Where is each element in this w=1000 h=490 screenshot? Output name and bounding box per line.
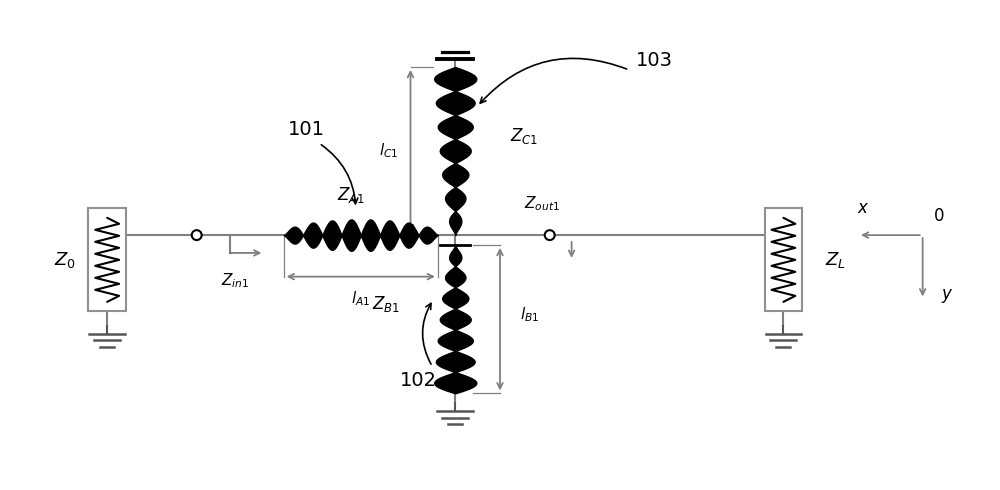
Bar — [88, 208, 126, 311]
Text: $l_{C1}$: $l_{C1}$ — [379, 142, 398, 160]
Text: $l_{A1}$: $l_{A1}$ — [351, 289, 370, 308]
Text: $Z_{C1}$: $Z_{C1}$ — [510, 126, 538, 146]
Text: 102: 102 — [400, 371, 437, 390]
Circle shape — [192, 230, 202, 240]
Text: $Z_{out1}$: $Z_{out1}$ — [524, 195, 560, 213]
Text: $Z_L$: $Z_L$ — [825, 250, 846, 270]
Text: $l_{B1}$: $l_{B1}$ — [520, 305, 539, 323]
Text: $0$: $0$ — [933, 207, 944, 225]
Text: $Z_{A1}$: $Z_{A1}$ — [337, 185, 365, 205]
Text: $x$: $x$ — [857, 199, 869, 218]
Text: $Z_{in1}$: $Z_{in1}$ — [221, 271, 250, 290]
Text: 103: 103 — [636, 50, 673, 70]
Bar — [765, 208, 802, 311]
Text: $Z_{B1}$: $Z_{B1}$ — [372, 294, 401, 314]
Text: $Z_0$: $Z_0$ — [54, 250, 76, 270]
Circle shape — [545, 230, 555, 240]
Text: $y$: $y$ — [941, 288, 953, 305]
Text: 101: 101 — [288, 120, 325, 139]
